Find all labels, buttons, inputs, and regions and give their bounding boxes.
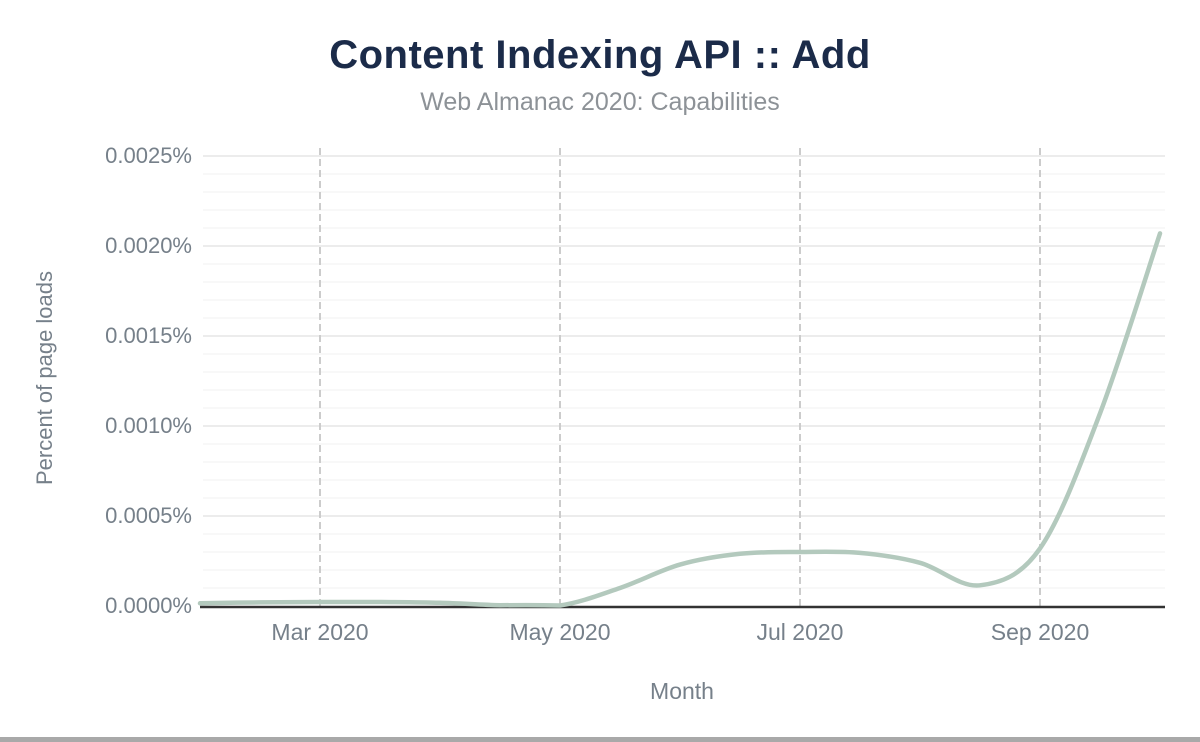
x-tick-label: Jul 2020 <box>710 618 890 646</box>
y-tick-label: 0.0015% <box>0 322 192 350</box>
horizontal-scrollbar[interactable] <box>0 737 1200 742</box>
series-line <box>200 233 1160 605</box>
y-axis-title: Percent of page loads <box>32 271 58 485</box>
y-tick-label: 0.0020% <box>0 232 192 260</box>
y-tick-label: 0.0025% <box>0 142 192 170</box>
x-axis-title: Month <box>650 678 714 705</box>
y-tick-label: 0.0005% <box>0 502 192 530</box>
x-tick-label: Sep 2020 <box>950 618 1130 646</box>
y-tick-label: 0.0000% <box>0 592 192 620</box>
x-tick-label: Mar 2020 <box>230 618 410 646</box>
x-tick-label: May 2020 <box>470 618 650 646</box>
y-tick-label: 0.0010% <box>0 412 192 440</box>
